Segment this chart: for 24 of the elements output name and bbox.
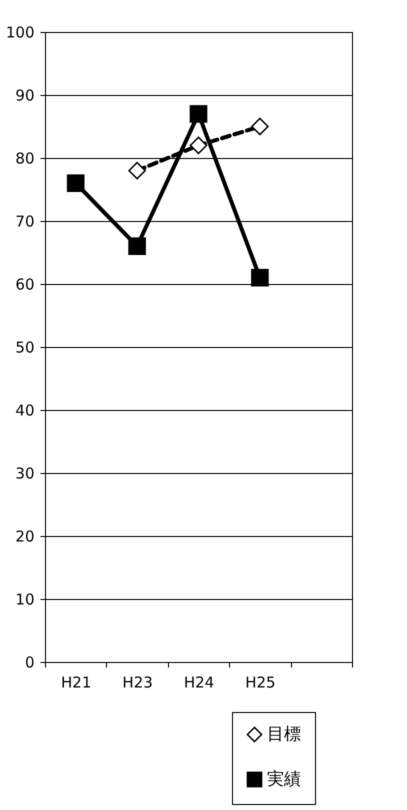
y-tick-label: 30 [15, 464, 34, 482]
x-tick-label: H25 [245, 674, 276, 692]
y-tick-label: 70 [15, 212, 34, 230]
legend-label: 実績 [267, 770, 301, 790]
point [190, 136, 208, 154]
point [128, 237, 146, 256]
y-tick-label: 100 [6, 24, 34, 42]
y-tick-label: 80 [15, 150, 34, 168]
y-tick-label: 40 [15, 402, 34, 420]
legend-label: 目標 [267, 724, 301, 744]
point [128, 162, 146, 180]
point [251, 118, 269, 136]
x-tick-label: H24 [184, 674, 214, 692]
x-tick-label: H23 [122, 674, 153, 692]
x-tick-label: H21 [61, 674, 92, 692]
point [66, 174, 85, 192]
y-tick-label: 0 [24, 654, 34, 672]
y-tick-label: 60 [15, 276, 34, 294]
point [251, 268, 269, 287]
y-tick-label: 50 [15, 338, 34, 356]
point [190, 105, 208, 123]
y-tick-label: 10 [15, 590, 34, 608]
y-tick-label: 20 [15, 528, 34, 546]
y-tick-label: 90 [15, 86, 34, 104]
